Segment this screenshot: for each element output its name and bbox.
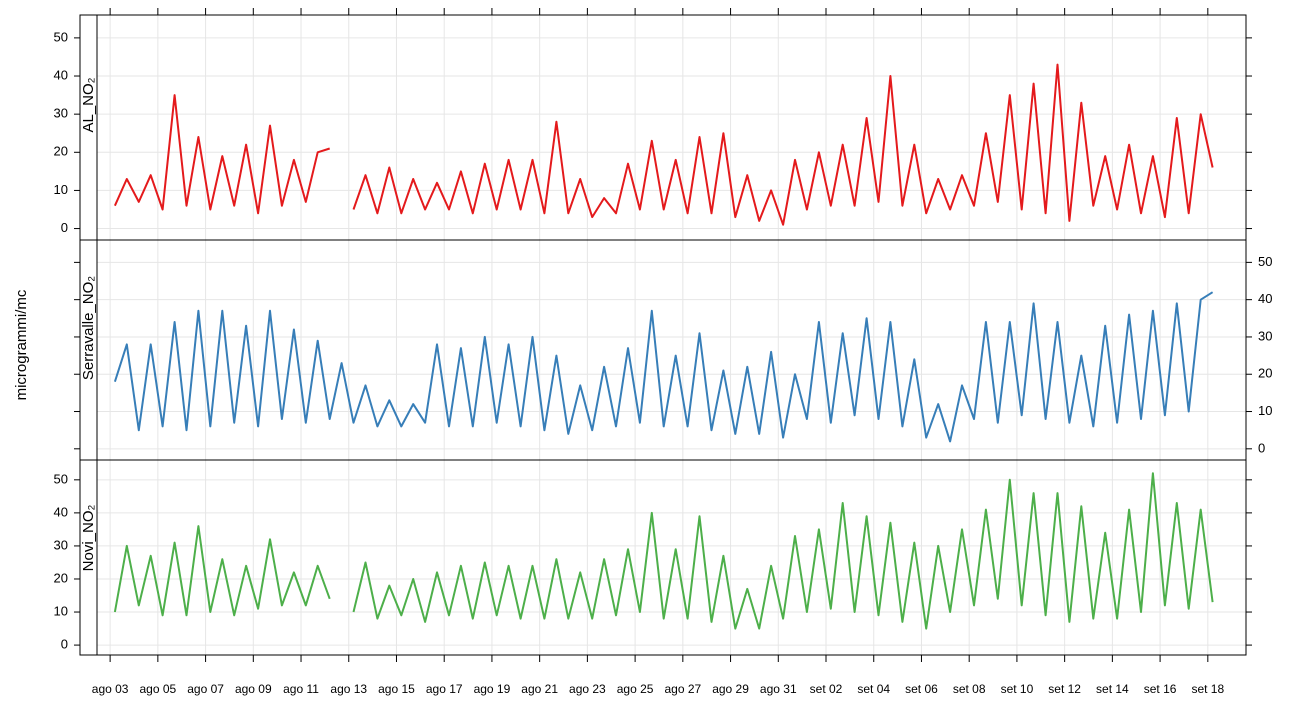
y-tick-label: 40	[54, 67, 68, 82]
x-tick-label: set 06	[905, 682, 938, 696]
y-tick-label: 50	[54, 29, 68, 44]
series-line	[113, 63, 1214, 226]
x-tick-label: ago 21	[521, 682, 558, 696]
series-line	[113, 472, 1214, 630]
x-tick-label: set 16	[1144, 682, 1177, 696]
x-tick-label: ago 15	[378, 682, 415, 696]
series-line	[113, 291, 1214, 443]
x-tick-label: ago 27	[664, 682, 701, 696]
y-tick-label: 20	[54, 144, 68, 159]
x-tick-label: ago 25	[617, 682, 654, 696]
x-tick-label: ago 29	[712, 682, 749, 696]
panel-label: AL_NO₂	[80, 77, 97, 132]
y-tick-label: 30	[54, 106, 68, 121]
x-tick-label: ago 03	[92, 682, 129, 696]
x-tick-label: ago 07	[187, 682, 224, 696]
y-tick-label: 20	[54, 570, 68, 585]
x-tick-label: ago 31	[760, 682, 797, 696]
x-tick-label: ago 05	[139, 682, 176, 696]
panel-frame	[79, 459, 1247, 656]
y-tick-label: 40	[54, 504, 68, 519]
y-tick-label: 0	[61, 637, 68, 652]
y-tick-label: 40	[1258, 291, 1272, 306]
y-tick-label: 30	[54, 537, 68, 552]
x-tick-label: set 10	[1001, 682, 1034, 696]
y-axis-label: microgrammi/mc	[13, 289, 30, 400]
y-tick-label: 50	[54, 471, 68, 486]
panel-label: Novi_NO₂	[80, 504, 97, 571]
x-tick-label: ago 09	[235, 682, 272, 696]
x-tick-label: ago 11	[283, 682, 319, 696]
x-tick-label: ago 17	[426, 682, 463, 696]
x-tick-label: set 08	[953, 682, 986, 696]
y-tick-label: 10	[54, 182, 68, 197]
x-tick-label: ago 19	[474, 682, 511, 696]
panel-label: Serravalle_NO₂	[80, 276, 97, 380]
y-tick-label: 30	[1258, 328, 1272, 343]
y-tick-label: 0	[1258, 440, 1265, 455]
x-tick-label: set 14	[1096, 682, 1129, 696]
x-tick-label: ago 23	[569, 682, 606, 696]
x-tick-label: set 12	[1048, 682, 1081, 696]
y-tick-label: 0	[61, 220, 68, 235]
y-tick-label: 50	[1258, 254, 1272, 269]
y-tick-label: 10	[1258, 403, 1272, 418]
x-tick-label: set 18	[1191, 682, 1224, 696]
y-tick-label: 10	[54, 603, 68, 618]
x-tick-label: set 04	[857, 682, 890, 696]
x-tick-label: set 02	[810, 682, 843, 696]
y-tick-label: 20	[1258, 366, 1272, 381]
x-tick-label: ago 13	[330, 682, 367, 696]
